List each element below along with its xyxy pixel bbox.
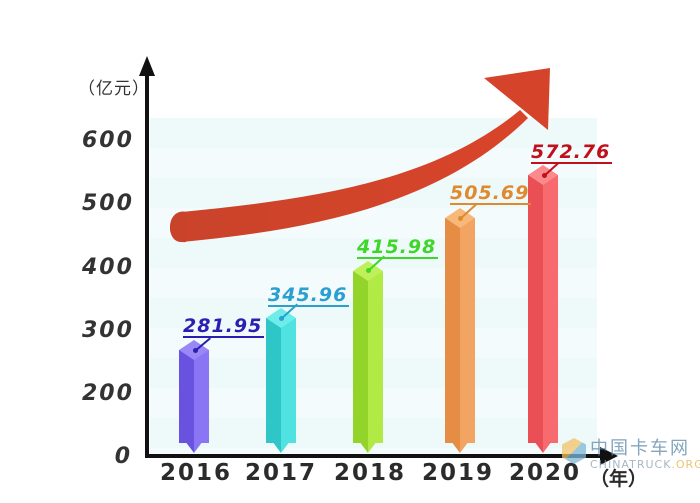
y-tick-400: 400 xyxy=(82,255,134,280)
value-label-2020: 572.76 xyxy=(531,141,613,164)
y-axis-unit: （亿元） xyxy=(78,79,150,99)
y-tick-200: 200 xyxy=(82,381,134,406)
watermark-text-cn: 中国卡车网 xyxy=(590,438,690,459)
x-label-2020: 2020 xyxy=(508,460,581,486)
leader-dot-2019 xyxy=(458,216,463,221)
y-tick-600: 600 xyxy=(82,128,134,153)
watermark: 中国卡车网 CHINATRUCK.ORG xyxy=(560,432,700,492)
leader-dot-2020 xyxy=(542,173,547,178)
x-label-2016: 2016 xyxy=(159,460,232,486)
leader-dot-2016 xyxy=(193,348,198,353)
value-label-2017: 345.96 xyxy=(268,284,350,307)
y-tick-300: 300 xyxy=(82,318,134,343)
x-axis-unit: （年） xyxy=(590,468,648,490)
value-label-2016: 281.95 xyxy=(183,315,265,338)
x-axis-arrow-icon xyxy=(600,447,618,465)
y-axis xyxy=(145,68,149,458)
x-label-2018: 2018 xyxy=(333,460,406,486)
y-tick-500: 500 xyxy=(82,191,134,216)
y-axis-arrow-icon xyxy=(139,56,155,76)
watermark-en-suffix: .ORG xyxy=(671,458,700,471)
watermark-en-main: CHINATRUCK xyxy=(590,458,672,471)
y-tick-0: 0 xyxy=(114,444,132,469)
leader-dot-2018 xyxy=(366,268,371,273)
value-label-2018: 415.98 xyxy=(357,236,439,259)
x-label-2019: 2019 xyxy=(421,460,494,486)
bar-2017 xyxy=(266,308,296,453)
x-axis xyxy=(145,454,605,458)
bar-2018 xyxy=(353,261,383,453)
watermark-logo-icon xyxy=(562,438,586,464)
value-label-2019: 505.69 xyxy=(450,182,532,205)
bar-2016 xyxy=(179,340,209,453)
watermark-text-en: CHINATRUCK.ORG xyxy=(590,458,700,471)
x-label-2017: 2017 xyxy=(244,460,317,486)
bar-2019 xyxy=(445,208,475,453)
bar-2020 xyxy=(528,165,558,453)
leader-dot-2017 xyxy=(279,316,284,321)
